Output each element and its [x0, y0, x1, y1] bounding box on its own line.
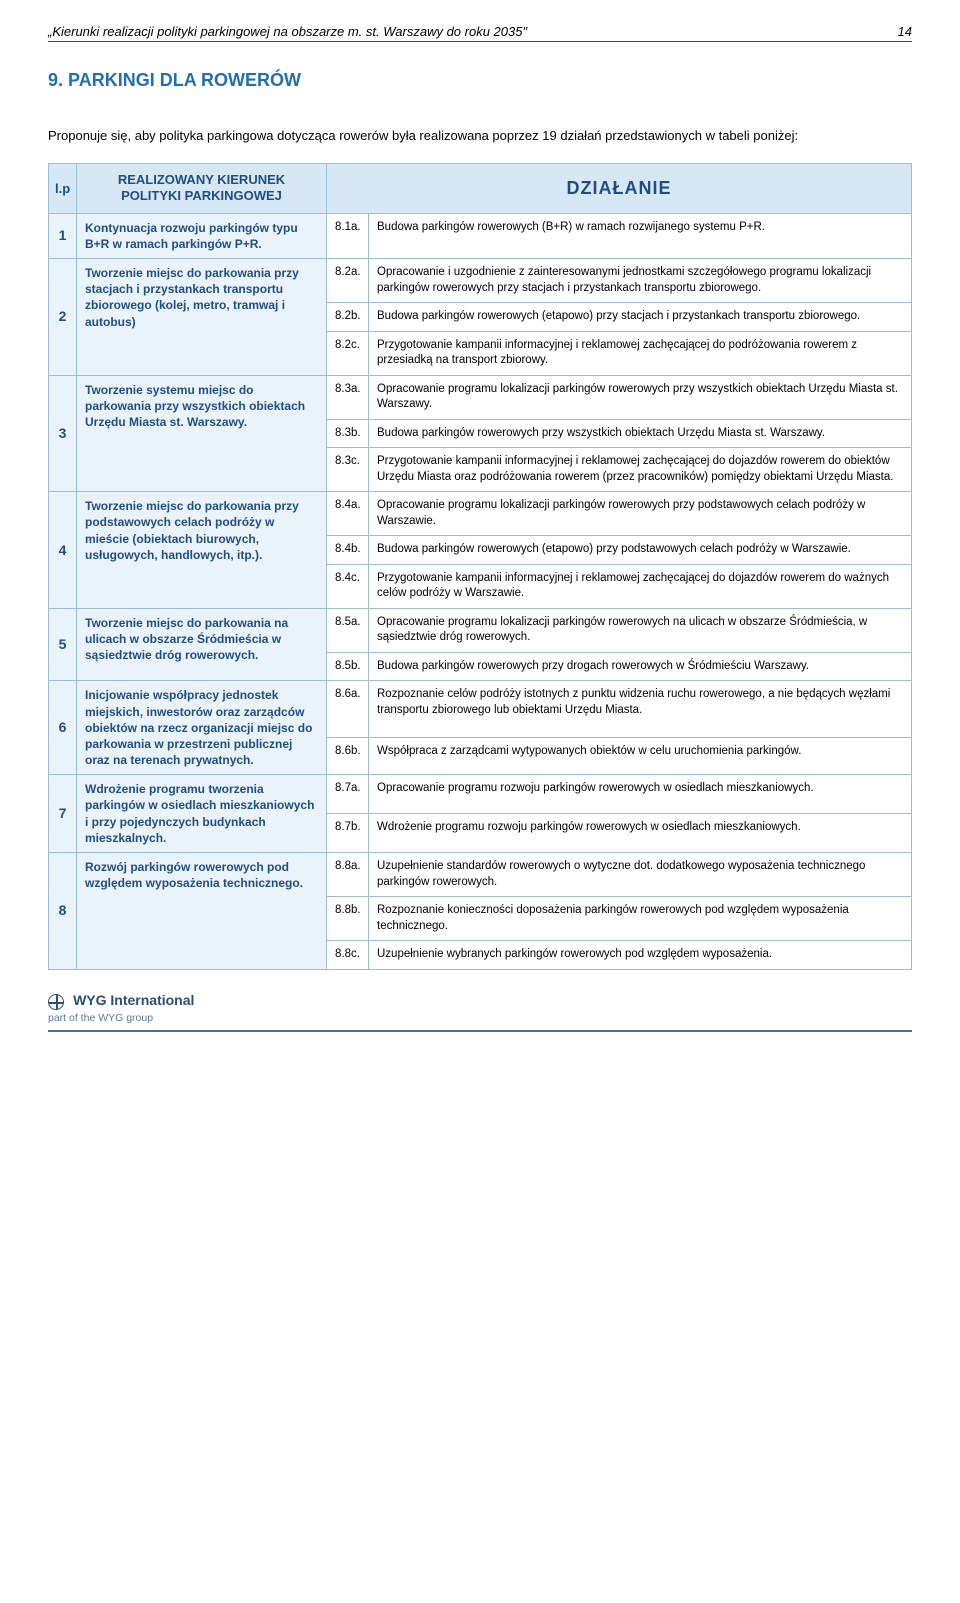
cell-action-number: 8.4b. — [327, 536, 369, 565]
intro-paragraph: Proponuje się, aby polityka parkingowa d… — [48, 127, 912, 145]
cell-action-text: Budowa parkingów rowerowych (etapowo) pr… — [369, 303, 912, 332]
cell-action-text: Budowa parkingów rowerowych (etapowo) pr… — [369, 536, 912, 565]
cell-action-text: Opracowanie programu rozwoju parkingów r… — [369, 775, 912, 814]
page-footer: WYG International part of the WYG group — [48, 992, 912, 1032]
cell-action-text: Uzupełnienie standardów rowerowych o wyt… — [369, 853, 912, 897]
cell-action-number: 8.8c. — [327, 941, 369, 970]
col-kierunek-header: REALIZOWANY KIERUNEK POLITYKI PARKINGOWE… — [77, 164, 327, 214]
cell-lp: 1 — [49, 213, 77, 258]
cell-action-number: 8.2a. — [327, 259, 369, 303]
table-row: 2Tworzenie miejsc do parkowania przy sta… — [49, 259, 912, 303]
cell-kierunek: Rozwój parkingów rowerowych pod względem… — [77, 853, 327, 970]
cell-action-number: 8.4c. — [327, 564, 369, 608]
cell-action-number: 8.7a. — [327, 775, 369, 814]
table-row: 3Tworzenie systemu miejsc do parkowania … — [49, 375, 912, 419]
cell-lp: 4 — [49, 492, 77, 609]
cell-action-number: 8.6a. — [327, 681, 369, 738]
cell-action-number: 8.3c. — [327, 448, 369, 492]
footer-brand: WYG International — [73, 992, 194, 1008]
cell-action-text: Budowa parkingów rowerowych przy wszystk… — [369, 419, 912, 448]
cell-action-text: Rozpoznanie konieczności doposażenia par… — [369, 897, 912, 941]
cell-action-number: 8.3a. — [327, 375, 369, 419]
kierunek-header-line1: REALIZOWANY KIERUNEK — [118, 172, 285, 187]
table-row: 1Kontynuacja rozwoju parkingów typu B+R … — [49, 213, 912, 258]
footer-tagline: part of the WYG group — [48, 1012, 912, 1024]
cell-action-text: Przygotowanie kampanii informacyjnej i r… — [369, 564, 912, 608]
table-row: 8Rozwój parkingów rowerowych pod względe… — [49, 853, 912, 897]
cell-action-number: 8.7b. — [327, 814, 369, 853]
cell-kierunek: Tworzenie miejsc do parkowania na ulicac… — [77, 608, 327, 681]
footer-rule — [48, 1030, 912, 1032]
table-row: 7Wdrożenie programu tworzenia parkingów … — [49, 775, 912, 814]
table-row: 5Tworzenie miejsc do parkowania na ulica… — [49, 608, 912, 652]
cell-lp: 3 — [49, 375, 77, 492]
cell-lp: 2 — [49, 259, 77, 376]
cell-action-number: 8.3b. — [327, 419, 369, 448]
table-row: 6Inicjowanie współpracy jednostek miejsk… — [49, 681, 912, 738]
cell-action-text: Uzupełnienie wybranych parkingów rowerow… — [369, 941, 912, 970]
table-row: 4Tworzenie miejsc do parkowania przy pod… — [49, 492, 912, 536]
page-header: „Kierunki realizacji polityki parkingowe… — [48, 24, 912, 42]
cell-action-text: Współpraca z zarządcami wytypowanych obi… — [369, 738, 912, 775]
doc-title: „Kierunki realizacji polityki parkingowe… — [48, 24, 527, 39]
cell-lp: 6 — [49, 681, 77, 775]
cell-action-text: Opracowanie programu lokalizacji parking… — [369, 608, 912, 652]
cell-kierunek: Wdrożenie programu tworzenia parkingów w… — [77, 775, 327, 853]
cell-lp: 7 — [49, 775, 77, 853]
col-lp-header: l.p — [49, 164, 77, 214]
cell-action-number: 8.2c. — [327, 331, 369, 375]
cell-action-text: Opracowanie programu lokalizacji parking… — [369, 375, 912, 419]
cell-kierunek: Inicjowanie współpracy jednostek miejski… — [77, 681, 327, 775]
cell-kierunek: Tworzenie systemu miejsc do parkowania p… — [77, 375, 327, 492]
cell-action-number: 8.5b. — [327, 652, 369, 681]
section-title-text: PARKINGI DLA ROWERÓW — [68, 70, 301, 90]
cell-action-text: Budowa parkingów rowerowych przy drogach… — [369, 652, 912, 681]
section-number: 9. — [48, 70, 63, 90]
cell-action-number: 8.4a. — [327, 492, 369, 536]
cell-kierunek: Tworzenie miejsc do parkowania przy stac… — [77, 259, 327, 376]
section-heading: 9. PARKINGI DLA ROWERÓW — [48, 70, 912, 91]
cell-action-text: Opracowanie i uzgodnienie z zainteresowa… — [369, 259, 912, 303]
cell-action-text: Wdrożenie programu rozwoju parkingów row… — [369, 814, 912, 853]
cell-lp: 8 — [49, 853, 77, 970]
cell-kierunek: Kontynuacja rozwoju parkingów typu B+R w… — [77, 213, 327, 258]
cell-action-number: 8.6b. — [327, 738, 369, 775]
cell-action-text: Rozpoznanie celów podróży istotnych z pu… — [369, 681, 912, 738]
actions-table: l.p REALIZOWANY KIERUNEK POLITYKI PARKIN… — [48, 163, 912, 969]
page-number: 14 — [898, 24, 912, 39]
cell-action-number: 8.8a. — [327, 853, 369, 897]
kierunek-header-line2: POLITYKI PARKINGOWEJ — [121, 188, 282, 203]
cell-action-text: Przygotowanie kampanii informacyjnej i r… — [369, 331, 912, 375]
cell-action-number: 8.2b. — [327, 303, 369, 332]
cell-kierunek: Tworzenie miejsc do parkowania przy pods… — [77, 492, 327, 609]
table-header-row: l.p REALIZOWANY KIERUNEK POLITYKI PARKIN… — [49, 164, 912, 214]
cell-action-number: 8.5a. — [327, 608, 369, 652]
cell-action-number: 8.8b. — [327, 897, 369, 941]
cell-lp: 5 — [49, 608, 77, 681]
cell-action-text: Budowa parkingów rowerowych (B+R) w rama… — [369, 213, 912, 258]
col-dzialanie-header: DZIAŁANIE — [327, 164, 912, 214]
cell-action-text: Opracowanie programu lokalizacji parking… — [369, 492, 912, 536]
cell-action-text: Przygotowanie kampanii informacyjnej i r… — [369, 448, 912, 492]
cell-action-number: 8.1a. — [327, 213, 369, 258]
globe-icon — [48, 994, 64, 1010]
